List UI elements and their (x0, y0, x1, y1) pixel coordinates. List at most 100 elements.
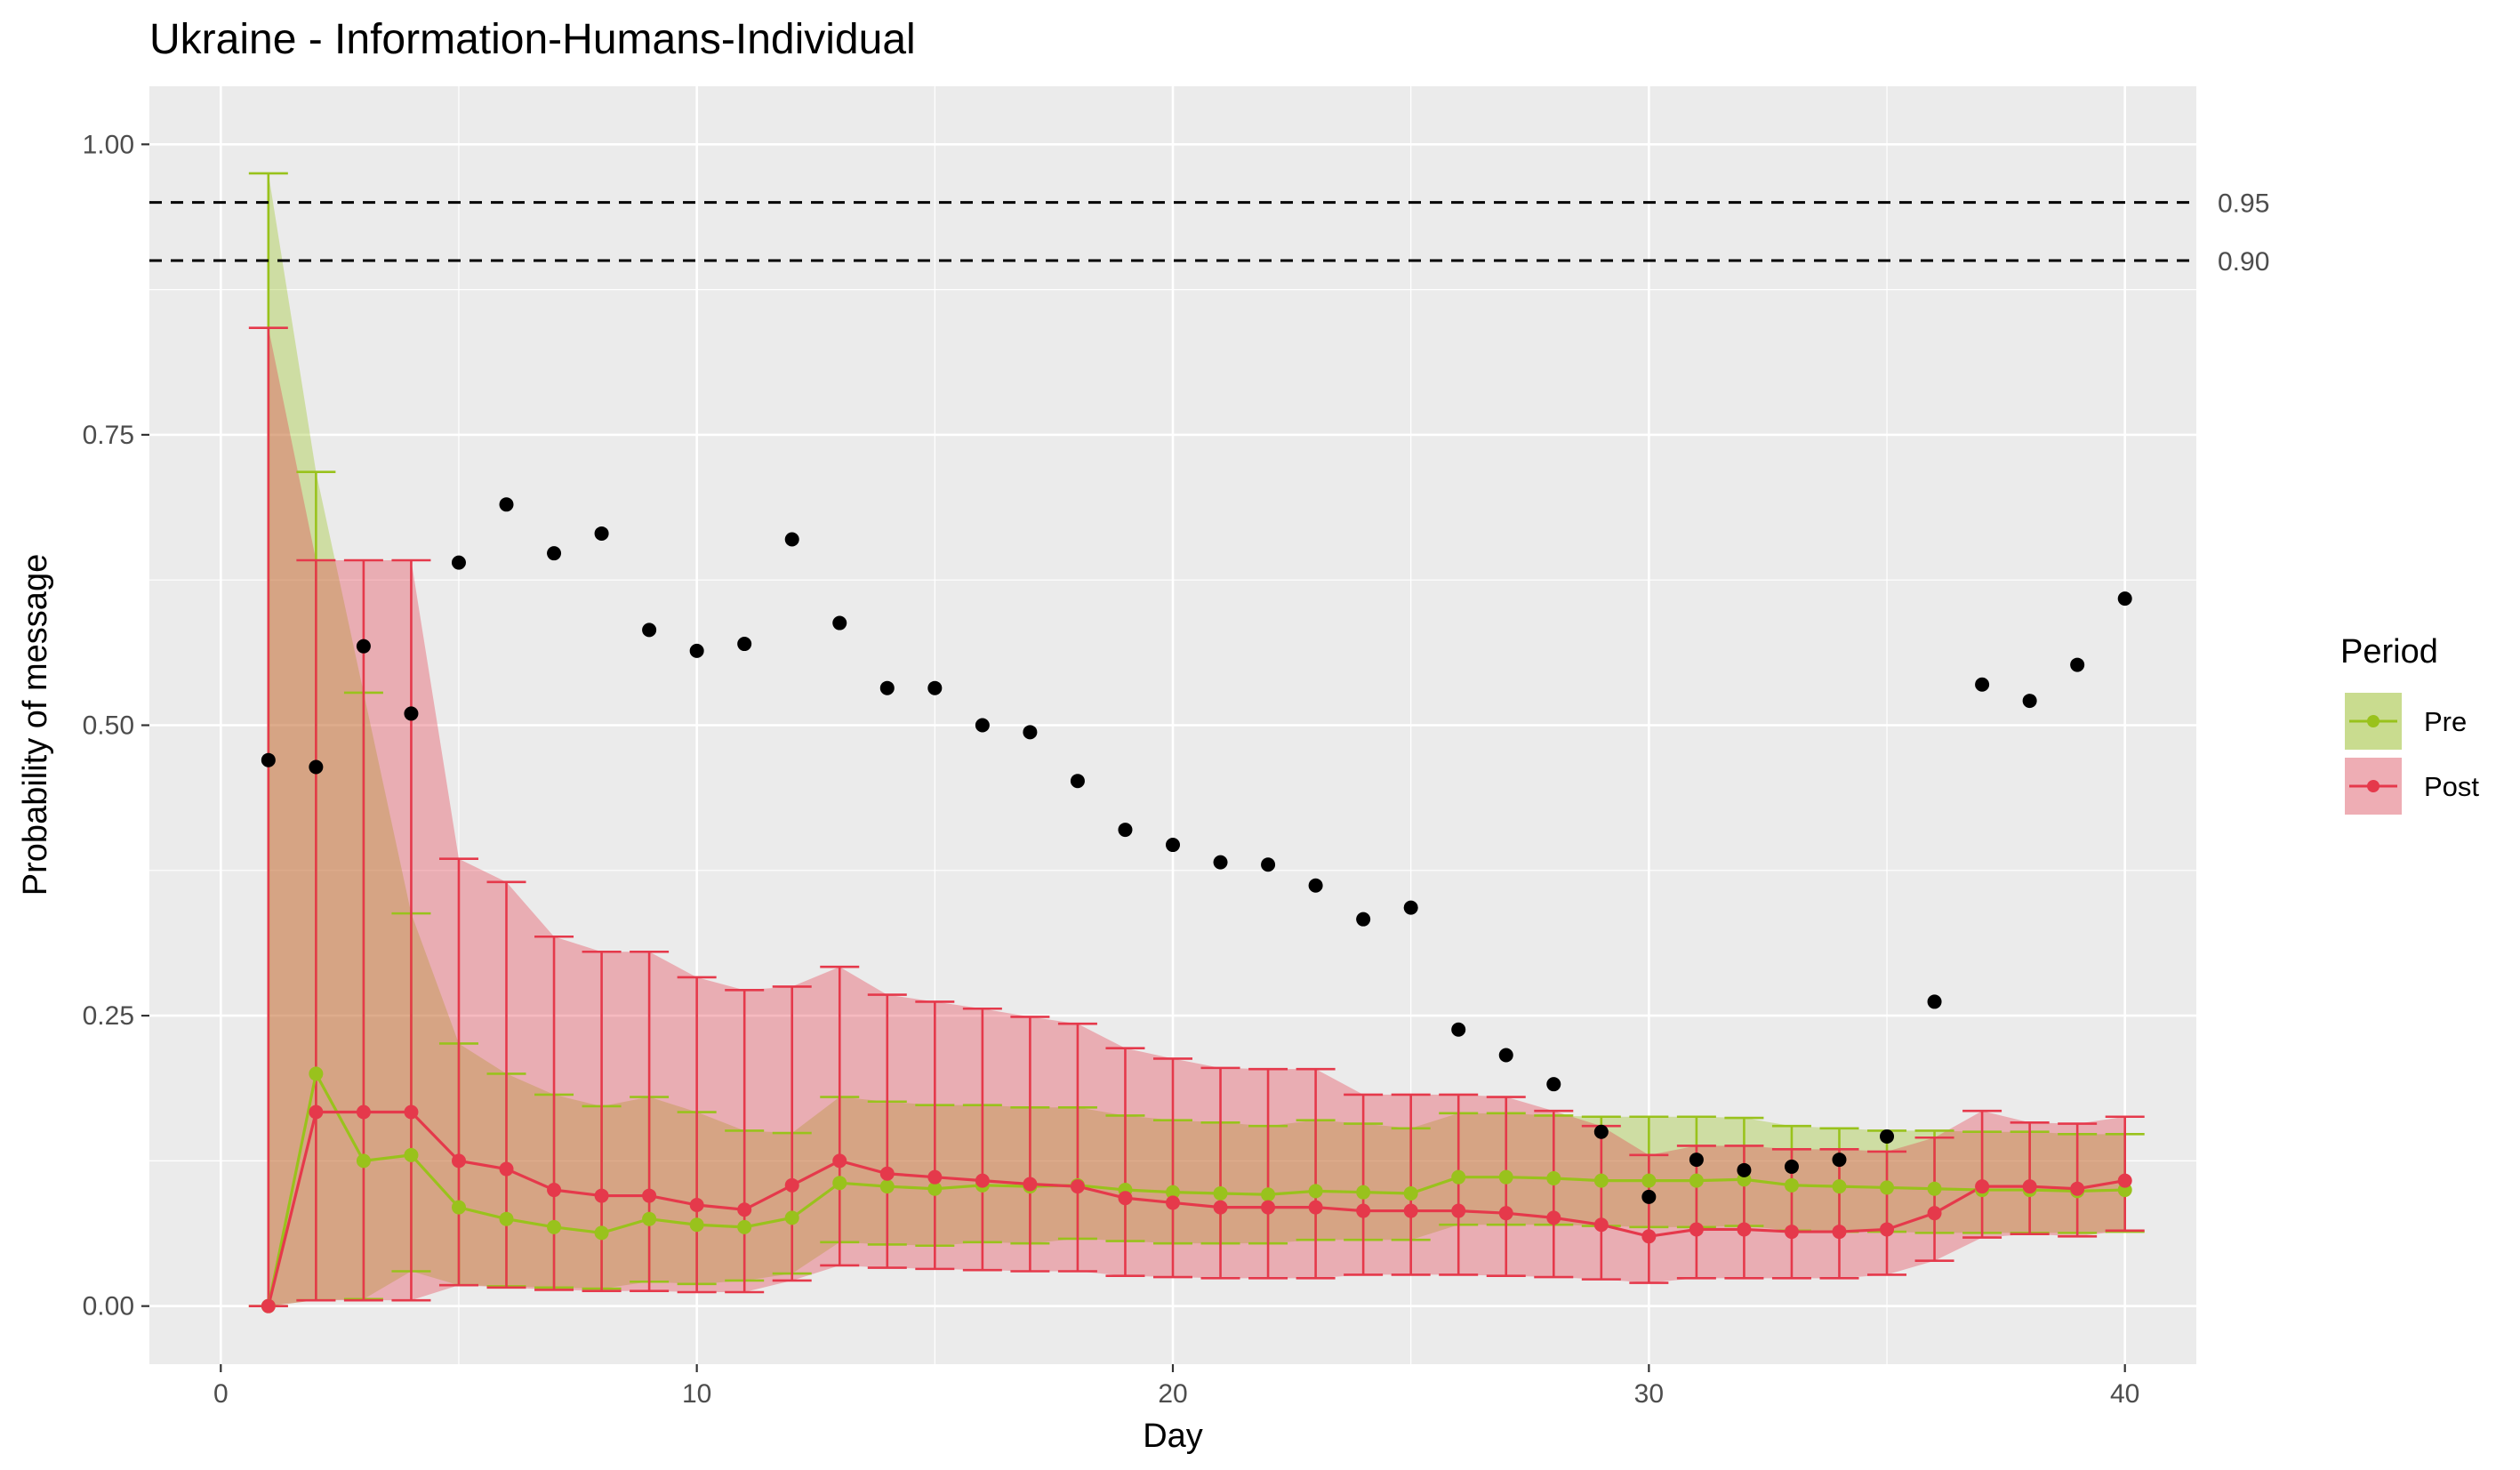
point-post (2022, 1179, 2037, 1194)
point-post (1784, 1225, 1799, 1240)
series-lines (267, 1069, 2125, 1307)
y-tick-label: 0.00 (83, 1292, 134, 1321)
point-pre (356, 1153, 371, 1169)
point-pre (832, 1176, 847, 1191)
point-post (547, 1183, 562, 1198)
observed-point (689, 643, 704, 658)
point-pre (1641, 1173, 1657, 1188)
x-tick-label: 10 (682, 1379, 711, 1409)
ribbon-post (268, 327, 2125, 1306)
point-post (689, 1198, 704, 1213)
point-pre (1593, 1173, 1609, 1188)
observed-point (1498, 1048, 1513, 1063)
y-axis-title: Probability of message (17, 554, 54, 896)
point-post (1356, 1203, 1371, 1218)
observed-point (642, 623, 657, 638)
observed-point (1784, 1159, 1799, 1174)
legend: Period Pre Post (2340, 633, 2479, 816)
point-post (1641, 1229, 1657, 1244)
point-post (1118, 1191, 1133, 1206)
point-pre (547, 1219, 562, 1234)
point-pre (784, 1210, 799, 1225)
observed-point (1308, 878, 1323, 893)
point-pre (1784, 1177, 1799, 1193)
point-pre (1927, 1181, 1942, 1196)
y-tick-label: 0.75 (83, 421, 134, 450)
observed-point (1118, 823, 1133, 838)
point-post (1832, 1225, 1847, 1240)
point-post (1880, 1222, 1895, 1237)
point-post (879, 1166, 895, 1181)
observed-point (261, 752, 276, 767)
point-post (1593, 1217, 1609, 1233)
point-pre (1213, 1185, 1228, 1201)
observed-point (784, 532, 799, 547)
legend-label-post: Post (2424, 771, 2479, 802)
observed-point (2117, 591, 2132, 606)
point-pre (879, 1179, 895, 1194)
point-pre (1880, 1180, 1895, 1195)
observed-point (1689, 1153, 1704, 1168)
point-post (1213, 1200, 1228, 1215)
grid (149, 86, 2196, 1364)
observed-point (1832, 1153, 1847, 1168)
point-pre (1356, 1185, 1371, 1200)
point-post (975, 1173, 990, 1188)
observed-point (1023, 725, 1038, 740)
point-post (404, 1105, 419, 1120)
observed-point (404, 706, 419, 721)
observed-point (1880, 1129, 1895, 1144)
point-pre (1832, 1179, 1847, 1194)
point-post (1498, 1206, 1513, 1221)
observed-point (594, 526, 609, 541)
observed-point (1261, 857, 1276, 872)
legend-item-pre: Pre (2343, 691, 2467, 751)
reference-line-label: 0.95 (2218, 189, 2269, 219)
y-axis: 0.00 0.25 0.50 0.75 1.00 (83, 130, 149, 1321)
observed-point (309, 759, 324, 775)
series-points (261, 1066, 2132, 1313)
observed-points (261, 497, 2132, 1204)
x-tick-label: 30 (1634, 1379, 1664, 1409)
point-post (1546, 1210, 1561, 1225)
y-tick-label: 0.50 (83, 711, 134, 741)
reference-lines: 0.95 0.90 (149, 189, 2269, 277)
observed-point (1356, 912, 1371, 927)
point-post (1927, 1206, 1942, 1221)
point-post (737, 1202, 752, 1217)
observed-point (1070, 774, 1085, 789)
observed-point (1213, 855, 1228, 870)
point-pre (1498, 1169, 1513, 1185)
x-axis: 0 10 20 30 40 (213, 1364, 2139, 1409)
point-pre (927, 1181, 943, 1196)
point-pre (737, 1219, 752, 1234)
point-post (1070, 1179, 1085, 1194)
x-tick-label: 0 (213, 1379, 229, 1409)
point-post (1689, 1222, 1704, 1237)
point-post (1451, 1203, 1466, 1218)
observed-point (1593, 1124, 1609, 1139)
point-pre (309, 1066, 324, 1081)
x-tick-label: 40 (2110, 1379, 2139, 1409)
point-post (832, 1153, 847, 1169)
point-pre (1403, 1185, 1418, 1201)
reference-line-label: 0.90 (2218, 247, 2269, 277)
observed-point (451, 555, 466, 570)
point-post (1023, 1177, 1038, 1192)
point-post (784, 1177, 799, 1193)
point-pre (499, 1211, 514, 1226)
observed-point (1166, 838, 1180, 853)
observed-point (356, 639, 371, 654)
observed-point (547, 546, 562, 561)
observed-point (1975, 677, 1990, 692)
point-post (1975, 1179, 1990, 1194)
line-pre (267, 1069, 2125, 1307)
point-post (594, 1188, 609, 1203)
point-post (356, 1105, 371, 1120)
y-tick-label: 0.25 (83, 1001, 134, 1031)
observed-point (499, 497, 514, 512)
x-tick-label: 20 (1158, 1379, 1187, 1409)
legend-title: Period (2340, 633, 2438, 671)
point-pre (451, 1200, 466, 1215)
legend-label-pre: Pre (2424, 706, 2467, 737)
